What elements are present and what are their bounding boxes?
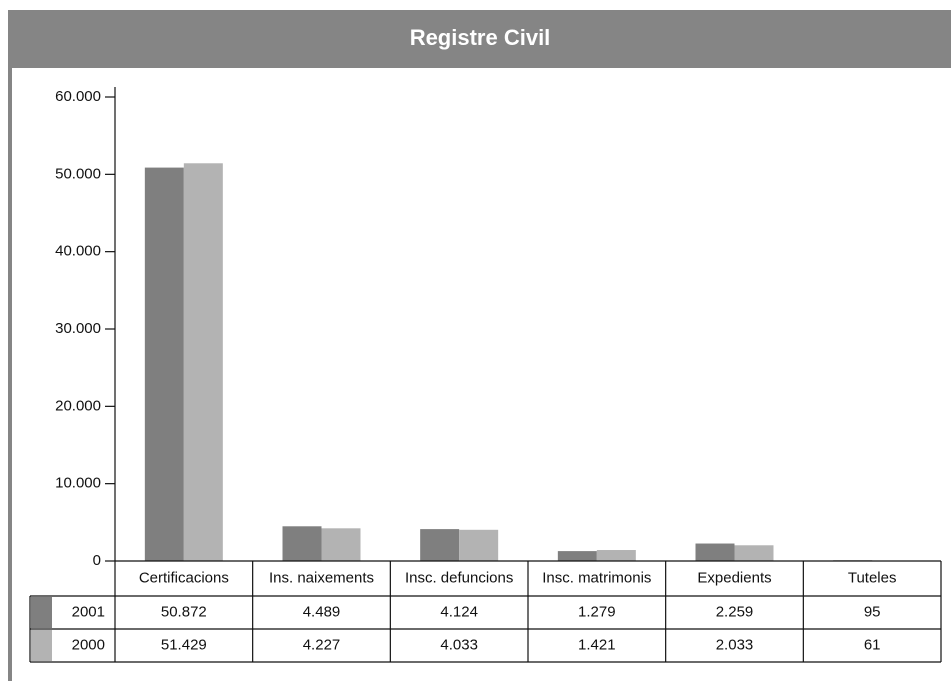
y-tick-label: 40.000	[55, 243, 101, 260]
bar	[596, 550, 636, 561]
legend-swatch	[31, 597, 52, 628]
table-value: 2.259	[716, 603, 754, 620]
table-value: 1.421	[578, 636, 616, 653]
legend-label: 2000	[72, 636, 105, 653]
table-value: 61	[864, 636, 881, 653]
x-tick-label: Tuteles	[848, 569, 897, 586]
y-tick-label: 30.000	[55, 320, 101, 337]
y-tick-label: 20.000	[55, 397, 101, 414]
bar	[459, 529, 499, 561]
table-value: 4.489	[303, 603, 341, 620]
x-tick-label: Insc. defuncions	[405, 569, 513, 586]
bar	[420, 529, 460, 561]
bar	[695, 543, 735, 561]
x-tick-label: Ins. naixements	[269, 569, 374, 586]
x-tick-label: Insc. matrimonis	[542, 569, 651, 586]
bar	[557, 551, 597, 561]
bar	[282, 526, 322, 561]
y-tick-label: 50.000	[55, 165, 101, 182]
table-value: 4.033	[440, 636, 478, 653]
header-band	[8, 10, 951, 68]
bar	[734, 545, 774, 561]
table-value: 50.872	[161, 603, 207, 620]
table-value: 95	[864, 603, 881, 620]
table-value: 4.227	[303, 636, 341, 653]
table-value: 2.033	[716, 636, 754, 653]
bar	[321, 528, 361, 561]
y-tick-label: 60.000	[55, 88, 101, 105]
legend-label: 2001	[72, 603, 105, 620]
y-tick-label: 10.000	[55, 475, 101, 492]
chart-title: Registre Civil	[410, 25, 551, 50]
legend-swatch	[31, 630, 52, 661]
y-tick-label: 0	[93, 552, 101, 569]
x-tick-label: Certificacions	[139, 569, 229, 586]
table-value: 1.279	[578, 603, 616, 620]
x-tick-label: Expedients	[697, 569, 771, 586]
bar	[144, 167, 184, 562]
left-border	[8, 68, 12, 681]
bar	[183, 163, 223, 561]
table-value: 51.429	[161, 636, 207, 653]
table-value: 4.124	[440, 603, 478, 620]
